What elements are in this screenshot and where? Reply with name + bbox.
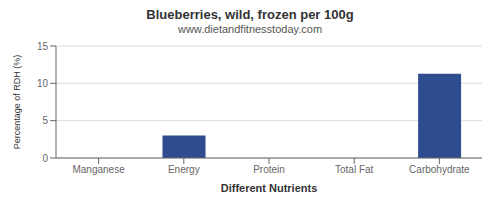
svg-text:Protein: Protein bbox=[253, 164, 285, 175]
svg-text:Total Fat: Total Fat bbox=[335, 164, 374, 175]
svg-text:Different Nutrients: Different Nutrients bbox=[221, 182, 318, 192]
svg-text:5: 5 bbox=[42, 115, 48, 126]
svg-text:0: 0 bbox=[42, 153, 48, 164]
svg-text:15: 15 bbox=[37, 41, 49, 52]
svg-text:Carbohydrate: Carbohydrate bbox=[409, 164, 470, 175]
svg-text:Manganese: Manganese bbox=[72, 164, 125, 175]
svg-text:Percentage of RDH (%): Percentage of RDH (%) bbox=[12, 55, 22, 150]
html-text:Blueberries, wild, frozen per: Blueberries, wild, frozen per 100g bbox=[146, 7, 354, 22]
svg-text:Energy: Energy bbox=[168, 164, 200, 175]
svg-text:10: 10 bbox=[37, 78, 49, 89]
html-text:www.dietandfitnesstoday.com: www.dietandfitnesstoday.com bbox=[178, 22, 322, 35]
